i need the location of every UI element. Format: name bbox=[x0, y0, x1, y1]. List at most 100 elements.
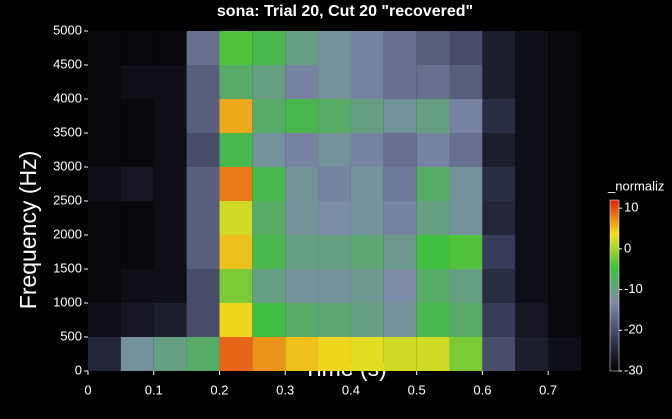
heatmap-cell bbox=[515, 337, 549, 371]
y-tick-label: 3000 bbox=[53, 158, 82, 173]
heatmap-cell bbox=[120, 133, 154, 167]
heatmap-cell bbox=[515, 99, 549, 133]
heatmap-cell bbox=[318, 167, 351, 201]
x-tick-label: 0.4 bbox=[342, 382, 360, 397]
heatmap-cell bbox=[318, 269, 351, 303]
heatmap-cell bbox=[219, 167, 253, 201]
heatmap-cell bbox=[350, 235, 384, 269]
heatmap-cell bbox=[383, 167, 417, 201]
heatmap-cell bbox=[482, 133, 516, 167]
heatmap-cell bbox=[186, 167, 220, 201]
y-axis-label: Frequency (Hz) bbox=[15, 151, 41, 309]
heatmap-cell bbox=[318, 133, 351, 167]
heatmap-cell bbox=[88, 235, 121, 269]
heatmap-cell bbox=[219, 303, 253, 337]
heatmap-cell bbox=[350, 303, 384, 337]
heatmap-cell bbox=[383, 133, 417, 167]
y-tick-label: 4500 bbox=[53, 56, 82, 71]
heatmap-cell bbox=[252, 167, 286, 201]
heatmap-cell bbox=[120, 235, 154, 269]
heatmap-cell bbox=[285, 303, 319, 337]
heatmap-cell bbox=[120, 99, 154, 133]
colorbar-tick-label: -10 bbox=[624, 281, 643, 296]
heatmap-cell bbox=[449, 65, 483, 99]
heatmap-cell bbox=[318, 337, 351, 371]
y-tick-label: 5000 bbox=[53, 22, 82, 37]
colorbar-tick-label: 10 bbox=[624, 200, 638, 215]
heatmap-cell bbox=[449, 235, 483, 269]
heatmap-cell bbox=[482, 235, 516, 269]
heatmap-cell bbox=[219, 31, 253, 65]
colorbar-tick-label: 0 bbox=[624, 240, 631, 255]
heatmap-cell bbox=[482, 269, 516, 303]
heatmap-cell bbox=[548, 133, 581, 167]
heatmap-cell bbox=[219, 201, 253, 235]
heatmap-cell bbox=[515, 65, 549, 99]
heatmap-cell bbox=[318, 99, 351, 133]
heatmap-cell bbox=[153, 99, 187, 133]
heatmap-cell bbox=[383, 303, 417, 337]
heatmap-cell bbox=[120, 303, 154, 337]
heatmap-cell bbox=[88, 133, 121, 167]
heatmap-cell bbox=[449, 99, 483, 133]
heatmap-cell bbox=[318, 201, 351, 235]
heatmap-cell bbox=[153, 337, 187, 371]
heatmap-cell bbox=[88, 337, 121, 371]
heatmap-cell bbox=[252, 235, 286, 269]
heatmap-cell bbox=[219, 99, 253, 133]
x-tick-label: 0.6 bbox=[473, 382, 491, 397]
heatmap-cell bbox=[383, 337, 417, 371]
chart-title: sona: Trial 20, Cut 20 "recovered" bbox=[217, 3, 473, 20]
x-tick-label: 0.1 bbox=[145, 382, 163, 397]
heatmap-cell bbox=[120, 31, 154, 65]
y-tick-label: 1000 bbox=[53, 294, 82, 309]
heatmap-cell bbox=[350, 65, 384, 99]
heatmap-cell bbox=[186, 65, 220, 99]
heatmap-cell bbox=[383, 235, 417, 269]
heatmap-cell bbox=[88, 167, 121, 201]
heatmap-cell bbox=[186, 31, 220, 65]
x-tick-label: 0.5 bbox=[408, 382, 426, 397]
heatmap-cell bbox=[252, 65, 286, 99]
heatmap-cell bbox=[153, 31, 187, 65]
heatmap-cell bbox=[515, 133, 549, 167]
heatmap-cell bbox=[482, 31, 516, 65]
heatmap-cell bbox=[120, 337, 154, 371]
heatmap-cell bbox=[383, 99, 417, 133]
heatmap-cell bbox=[548, 99, 581, 133]
heatmap-cell bbox=[318, 65, 351, 99]
heatmap-cell bbox=[285, 65, 319, 99]
heatmap-cell bbox=[153, 235, 187, 269]
heatmap-cell bbox=[153, 269, 187, 303]
heatmap-cell bbox=[416, 99, 450, 133]
heatmap-cell bbox=[482, 201, 516, 235]
x-tick-label: 0 bbox=[84, 382, 91, 397]
heatmap-cell bbox=[350, 31, 384, 65]
heatmap-cell bbox=[383, 65, 417, 99]
heatmap-cell bbox=[285, 337, 319, 371]
heatmap-cell bbox=[186, 269, 220, 303]
heatmap-cell bbox=[548, 65, 581, 99]
heatmap-cell bbox=[219, 65, 253, 99]
heatmap-cell bbox=[416, 167, 450, 201]
heatmap-cell bbox=[383, 201, 417, 235]
x-tick-label: 0.2 bbox=[210, 382, 228, 397]
heatmap-cell bbox=[383, 269, 417, 303]
heatmap-cell bbox=[186, 133, 220, 167]
heatmap-cell bbox=[285, 99, 319, 133]
heatmap-cell bbox=[449, 31, 483, 65]
heatmap-cell bbox=[449, 269, 483, 303]
heatmap-cell bbox=[219, 269, 253, 303]
heatmap-cell bbox=[285, 201, 319, 235]
heatmap-cell bbox=[449, 303, 483, 337]
heatmap-cell bbox=[318, 303, 351, 337]
heatmap-cell bbox=[515, 235, 549, 269]
heatmap-cell bbox=[88, 99, 121, 133]
heatmap-cell bbox=[350, 337, 384, 371]
heatmap-cell bbox=[153, 201, 187, 235]
heatmap-cell bbox=[350, 99, 384, 133]
heatmap-cell bbox=[416, 65, 450, 99]
heatmap-cell bbox=[515, 31, 549, 65]
y-tick-label: 3500 bbox=[53, 124, 82, 139]
heatmap-cell bbox=[285, 235, 319, 269]
